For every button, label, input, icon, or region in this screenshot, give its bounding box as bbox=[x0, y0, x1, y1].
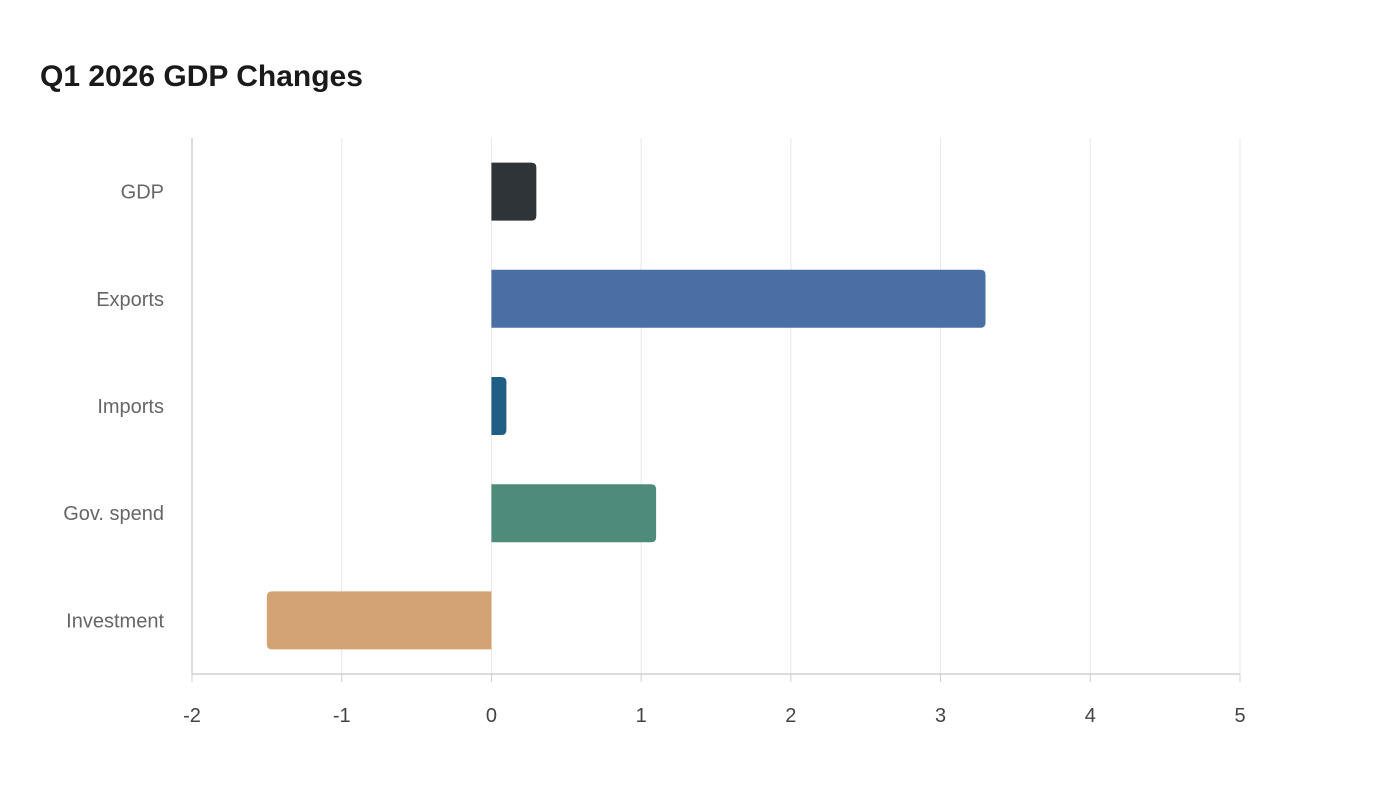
bars bbox=[266, 162, 986, 650]
x-tick-label: 5 bbox=[1234, 705, 1245, 727]
x-tick-label: 3 bbox=[935, 705, 946, 727]
x-tick-label: 0 bbox=[486, 705, 497, 727]
category-label: Exports bbox=[96, 289, 164, 311]
category-label: Gov. spend bbox=[63, 503, 164, 525]
category-label: Investment bbox=[66, 610, 164, 632]
x-tick-label: 1 bbox=[636, 705, 647, 727]
x-tick-label: -2 bbox=[183, 705, 201, 727]
category-label: Imports bbox=[97, 396, 164, 418]
axes bbox=[191, 138, 1241, 682]
bar-gdp bbox=[491, 162, 537, 221]
bar-gov-spend bbox=[491, 484, 657, 543]
x-tick-label: -1 bbox=[333, 705, 351, 727]
bar-exports bbox=[491, 269, 986, 328]
bar-investment bbox=[266, 591, 492, 650]
category-label: GDP bbox=[121, 182, 164, 204]
x-tick-label: 2 bbox=[785, 705, 796, 727]
chart-title: Q1 2026 GDP Changes bbox=[40, 60, 363, 93]
labels: -2 -1 0 1 2 3 4 5 GDP Exports Imports Gov. spend Inv… bbox=[63, 182, 1245, 727]
bar-imports bbox=[491, 377, 507, 435]
x-tick-label: 4 bbox=[1085, 705, 1096, 727]
